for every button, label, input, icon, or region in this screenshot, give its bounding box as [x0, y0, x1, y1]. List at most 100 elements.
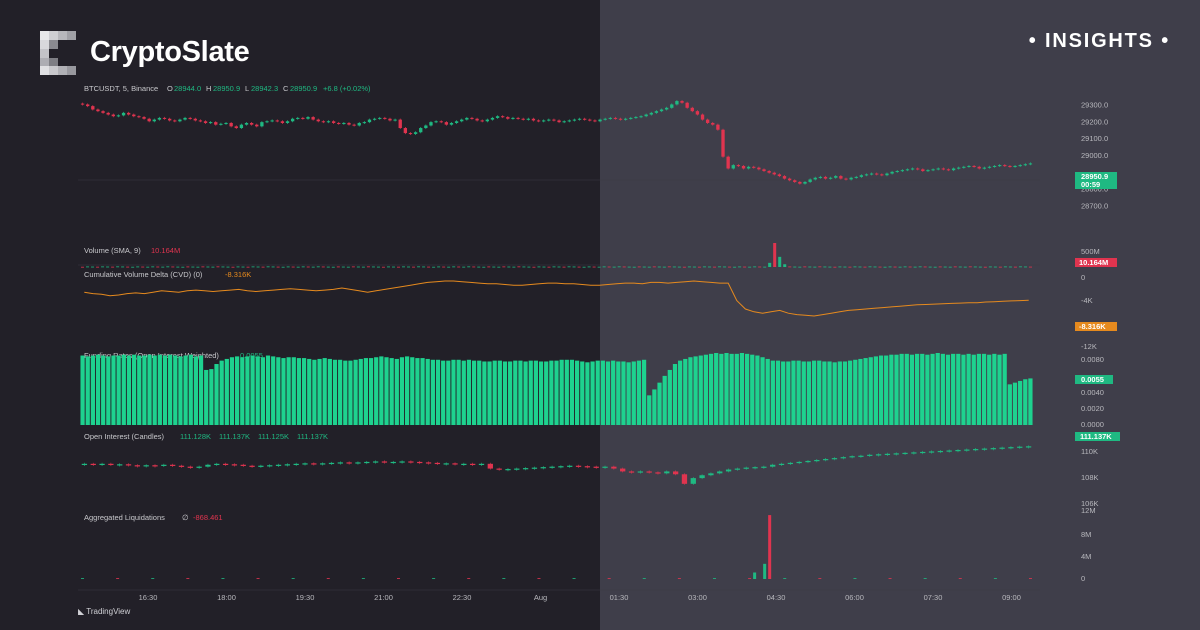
oi-title: Open Interest (Candles): [84, 432, 165, 441]
open-interest-pane: Open Interest (Candles) 111.128K 111.137…: [81, 432, 1120, 508]
price-candle: [680, 101, 684, 103]
price-candle: [193, 118, 197, 121]
volume-bar: [386, 266, 390, 268]
funding-bar: [564, 359, 569, 425]
volume-bar: [893, 266, 897, 268]
funding-bar: [914, 353, 920, 425]
price-candle: [1018, 165, 1022, 167]
volume-bar: [788, 266, 792, 268]
funding-bar: [853, 359, 858, 425]
price-candle: [311, 117, 315, 120]
price-candle: [690, 107, 694, 112]
funding-bar: [636, 360, 642, 425]
oi-candle: [161, 464, 167, 466]
funding-bar: [724, 353, 729, 425]
oi-candle: [117, 464, 123, 466]
funding-bar: [420, 358, 425, 425]
oi-candle: [417, 461, 423, 464]
volume-bar: [201, 266, 205, 268]
price-candle: [624, 118, 628, 120]
funding-bar: [714, 353, 719, 425]
volume-bar: [948, 266, 952, 268]
volume-bar: [848, 266, 852, 268]
volume-bar: [853, 266, 857, 268]
oi-candle: [902, 452, 908, 455]
volume-bar: [577, 266, 581, 268]
funding-bar: [775, 360, 781, 425]
funding-bar: [662, 375, 667, 425]
price-candle: [80, 103, 85, 105]
volume-bar: [993, 266, 997, 268]
price-candle: [577, 118, 582, 120]
funding-bar: [981, 353, 987, 425]
price-candle: [547, 119, 551, 121]
funding-bar: [585, 362, 590, 425]
volume-bar: [838, 266, 842, 268]
price-candle: [239, 124, 244, 129]
volume-bar: [256, 266, 260, 268]
oi-candle: [646, 471, 652, 473]
price-candle: [173, 120, 177, 122]
volume-bar: [738, 266, 742, 268]
funding-bar: [935, 353, 940, 425]
volume-bar: [662, 266, 666, 268]
funding-bar: [106, 356, 111, 425]
volume-pane: Volume (SMA, 9) 10.164M 500M 10.164M 0: [81, 243, 1117, 282]
price-open: 28944.0: [174, 84, 201, 93]
volume-bar: [181, 266, 185, 268]
liquidation-bar: [186, 578, 190, 579]
price-candle: [86, 104, 90, 107]
oi-candle: [187, 466, 193, 468]
bullet-left-icon: •: [1028, 30, 1038, 52]
oi-candle: [399, 461, 405, 463]
funding-bar: [492, 360, 497, 425]
price-candle: [803, 181, 807, 184]
volume-bar: [156, 266, 160, 268]
funding-bar: [188, 354, 193, 425]
volume-bar: [276, 266, 280, 268]
liquidation-bar: [151, 578, 155, 579]
funding-bar: [121, 354, 126, 425]
price-candle: [296, 117, 300, 119]
funding-bar: [827, 361, 832, 425]
volume-bar: [908, 266, 912, 268]
funding-bar: [781, 361, 786, 425]
liquidation-bar: [326, 578, 330, 579]
price-candle: [736, 165, 741, 167]
funding-bar: [271, 356, 276, 425]
price-candle: [424, 125, 428, 129]
volume-bar: [146, 266, 150, 268]
price-candle: [649, 112, 653, 115]
volume-bar: [968, 266, 972, 268]
volume-bar: [366, 266, 370, 268]
funding-bar: [909, 354, 915, 425]
volume-bar: [216, 266, 220, 268]
price-pane: BTCUSDT, 5, Binance O 28944.0 H 28950.9 …: [80, 84, 1117, 211]
volume-bar: [407, 266, 411, 268]
volume-bar: [106, 266, 110, 268]
funding-bar: [255, 356, 260, 425]
liquidation-bar: [502, 578, 506, 579]
oi-candle: [567, 465, 573, 467]
price-candle: [460, 119, 464, 122]
oi-badge-value: 111.137K: [1080, 432, 1112, 441]
price-candle: [762, 169, 766, 172]
volume-bar: [692, 266, 696, 268]
funding-bar: [508, 361, 513, 425]
volume-bar: [396, 266, 401, 268]
price-candle: [352, 124, 356, 126]
liquidation-bar: [361, 578, 365, 579]
funding-bar: [358, 358, 363, 425]
funding-bar: [204, 369, 209, 425]
price-candle: [398, 119, 402, 129]
price-candle: [367, 119, 372, 123]
price-candle: [208, 122, 213, 124]
volume-bar: [778, 256, 782, 267]
price-candle: [777, 174, 782, 177]
funding-bar: [224, 358, 229, 425]
funding-tick-0040: 0.0040: [1081, 388, 1104, 397]
price-candle: [183, 117, 187, 120]
price-candle: [157, 117, 162, 120]
price-title: BTCUSDT, 5, Binance: [84, 84, 158, 93]
price-candle: [685, 102, 689, 108]
